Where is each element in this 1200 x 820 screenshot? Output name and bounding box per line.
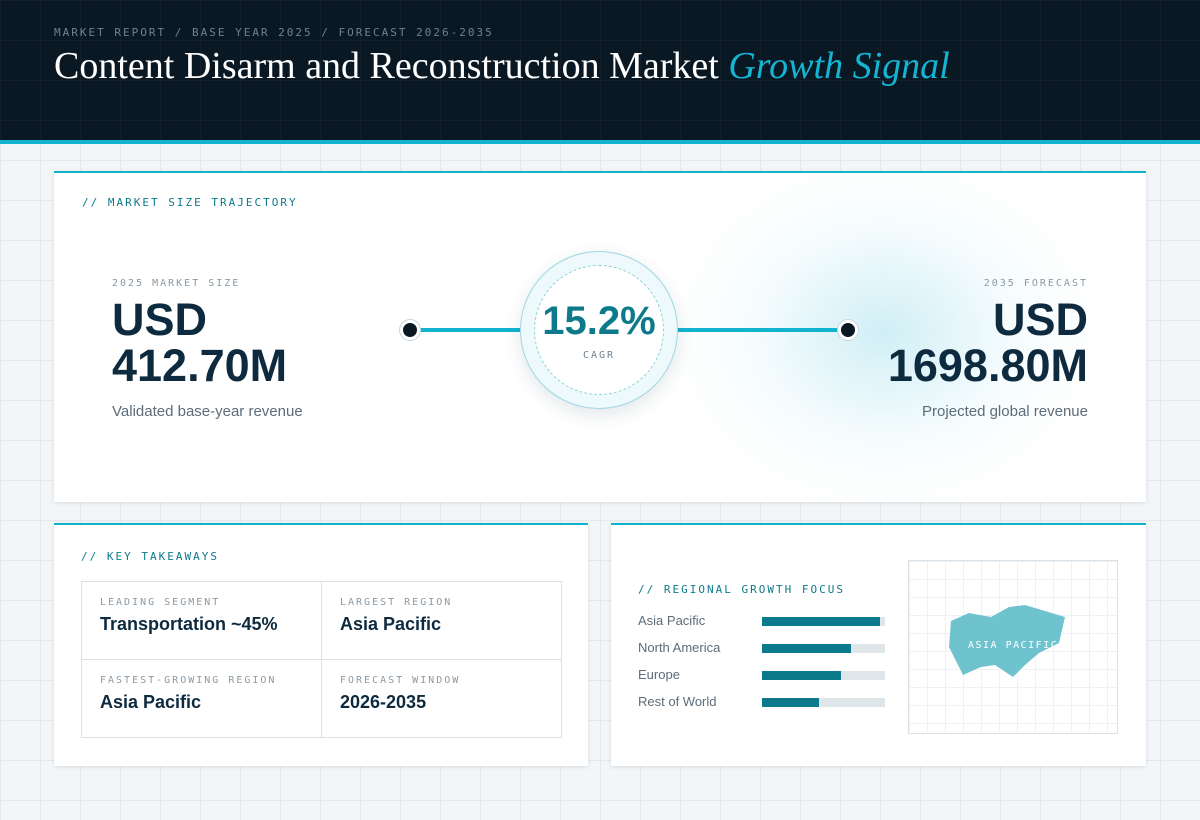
forecast-value: USD 1698.80M [788,297,1088,389]
cagr-badge: 15.2% CAGR [520,251,678,409]
takeaway-value: 2026-2035 [340,692,427,712]
map-region-label: ASIA PACIFIC [968,640,1059,651]
forecast-label: 2035 FORECAST [983,278,1088,289]
cagr-value: 15.2% [542,299,656,343]
start-point-dot [400,320,420,340]
region-map: ASIA PACIFIC [908,560,1118,734]
regional-section-label: // REGIONAL GROWTH FOCUS [638,583,845,596]
trajectory-line-right [674,328,850,332]
hero-header: MARKET REPORT / BASE YEAR 2025 / FORECAS… [0,0,1200,144]
takeaways-section-label: // KEY TAKEAWAYS [81,550,219,563]
forecast-caption: Projected global revenue [922,403,1088,420]
region-bar-track [762,617,885,626]
trajectory-line-left [420,328,524,332]
region-bar-row: North America [638,640,888,656]
end-point-dot [838,320,858,340]
report-eyebrow: MARKET REPORT / BASE YEAR 2025 / FORECAS… [54,26,494,39]
takeaway-label: FASTEST-GROWING REGION [100,675,277,686]
base-currency: USD [112,294,208,345]
forecast-amount: 1698.80M [887,340,1088,391]
takeaway-leading-segment: LEADING SEGMENT Transportation ~45% [82,582,322,660]
region-bar-row: Rest of World [638,694,888,710]
region-bar-track [762,644,885,653]
takeaway-largest-region: LARGEST REGION Asia Pacific [322,582,562,660]
base-amount: 412.70M [112,340,288,391]
region-bar-fill [762,644,851,653]
region-bar-fill [762,617,881,626]
base-year-caption: Validated base-year revenue [112,403,303,420]
takeaways-grid: LEADING SEGMENT Transportation ~45% LARG… [81,581,562,738]
glow-decoration [664,173,1104,502]
cagr-inner-ring: 15.2% CAGR [534,265,664,395]
region-bar-row: Europe [638,667,888,683]
title-main: Content Disarm and Reconstruction Market [54,45,719,87]
base-year-label: 2025 MARKET SIZE [112,278,241,289]
takeaway-forecast-window: FORECAST WINDOW 2026-2035 [322,660,562,738]
takeaway-label: LEADING SEGMENT [100,597,221,608]
region-bar-fill [762,698,819,707]
asia-pacific-shape-icon [949,605,1065,677]
takeaway-label: LARGEST REGION [340,597,453,608]
region-name: North America [638,640,721,655]
takeaway-label: FORECAST WINDOW [340,675,461,686]
market-size-trajectory-panel: // MARKET SIZE TRAJECTORY 2025 MARKET SI… [54,171,1146,502]
region-name: Rest of World [638,694,717,709]
region-name: Europe [638,667,680,682]
takeaway-value: Asia Pacific [100,692,202,712]
page-title: Content Disarm and Reconstruction Market… [54,44,950,88]
region-bar-fill [762,671,841,680]
region-bar-row: Asia Pacific [638,613,888,629]
forecast-currency: USD [992,294,1088,345]
takeaway-fastest-growing-region: FASTEST-GROWING REGION Asia Pacific [82,660,322,738]
trajectory-section-label: // MARKET SIZE TRAJECTORY [82,196,298,209]
region-name: Asia Pacific [638,613,706,628]
forecast-block: 2035 FORECAST USD 1698.80M Projected glo… [788,278,1088,420]
takeaway-value: Transportation ~45% [100,614,278,634]
base-year-value: USD 412.70M [112,297,372,389]
title-accent: Growth Signal [728,45,950,87]
takeaway-value: Asia Pacific [340,614,442,634]
base-year-block: 2025 MARKET SIZE USD 412.70M Validated b… [112,278,372,420]
cagr-label: CAGR [582,350,616,361]
region-bar-track [762,671,885,680]
region-bar-track [762,698,885,707]
regional-growth-panel: // REGIONAL GROWTH FOCUS Asia Pacific No… [611,523,1146,766]
key-takeaways-panel: // KEY TAKEAWAYS LEADING SEGMENT Transpo… [54,523,588,766]
